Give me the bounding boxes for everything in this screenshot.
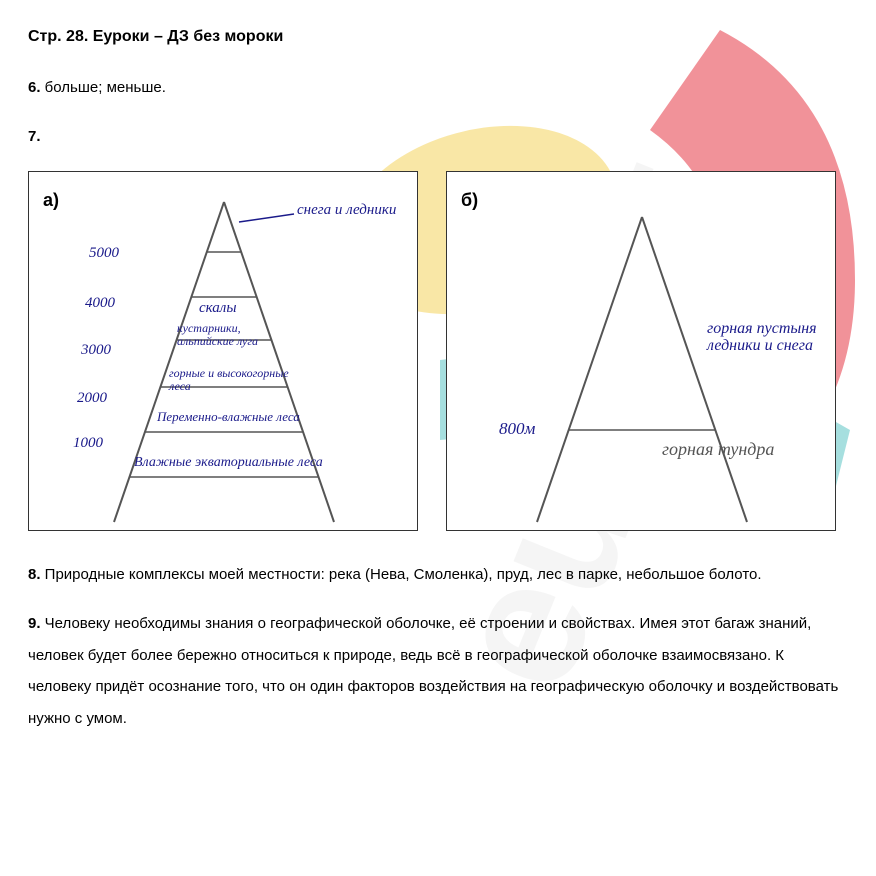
item-9-num: 9. [28, 615, 41, 632]
item-8: 8. Природные комплексы моей местности: р… [28, 559, 848, 591]
zone-lower: горная тундра [662, 440, 802, 460]
item-6: 6. больше; меньше. [28, 72, 848, 104]
zone-mountain-forests: горные и высокогорные леса [169, 367, 299, 393]
alt-800: 800м [499, 420, 535, 439]
zone-wet-forests: Влажные экваториальные леса [134, 455, 334, 470]
item-6-num: 6. [28, 79, 41, 96]
alt-4000: 4000 [85, 295, 115, 312]
zone-variable-forests: Переменно-влажные леса [157, 410, 317, 424]
diagrams-row: а) 5000 4000 3000 2000 1000 снега и ледн… [28, 171, 848, 531]
page-content: Стр. 28. Еуроки – ДЗ без мороки 6. больш… [28, 20, 848, 734]
item-8-text: Природные комплексы моей местности: река… [41, 566, 762, 583]
diagram-a: а) 5000 4000 3000 2000 1000 снега и ледн… [28, 171, 418, 531]
alt-1000: 1000 [73, 435, 103, 452]
alt-2000: 2000 [77, 390, 107, 407]
item-6-text: больше; меньше. [41, 79, 166, 96]
alt-5000: 5000 [89, 245, 119, 262]
zone-shrubs: кустарники, альпийские луга [177, 322, 287, 348]
zone-snow: снега и ледники [297, 202, 407, 219]
alt-3000: 3000 [81, 342, 111, 359]
diagram-b: б) 800м горная пустыня ледники и снега г… [446, 171, 836, 531]
item-9: 9. Человеку необходимы знания о географи… [28, 608, 848, 734]
item-9-text: Человеку необходимы знания о географичес… [28, 615, 838, 727]
item-8-num: 8. [28, 566, 41, 583]
page-heading: Стр. 28. Еуроки – ДЗ без мороки [28, 20, 848, 54]
item-7-num: 7. [28, 128, 41, 145]
item-7: 7. [28, 121, 848, 153]
zone-rocks: скалы [199, 300, 237, 317]
zone-upper: горная пустыня ледники и снега [707, 320, 817, 355]
